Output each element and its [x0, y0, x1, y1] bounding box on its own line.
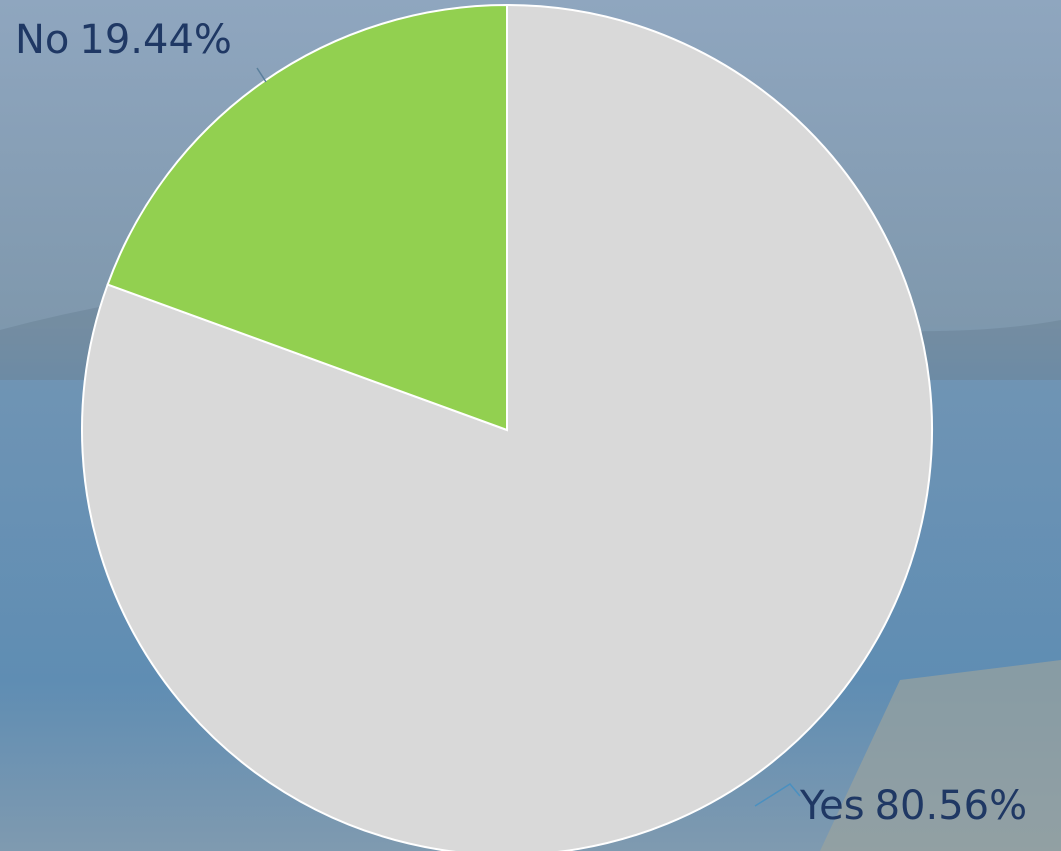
pie	[82, 5, 932, 851]
chart: Yes80.56% No19.44%	[0, 0, 1061, 851]
value-label: 80.56%	[875, 783, 1028, 829]
category-label: No	[15, 17, 69, 63]
value-label: 19.44%	[79, 17, 232, 63]
category-label: Yes	[799, 783, 865, 829]
